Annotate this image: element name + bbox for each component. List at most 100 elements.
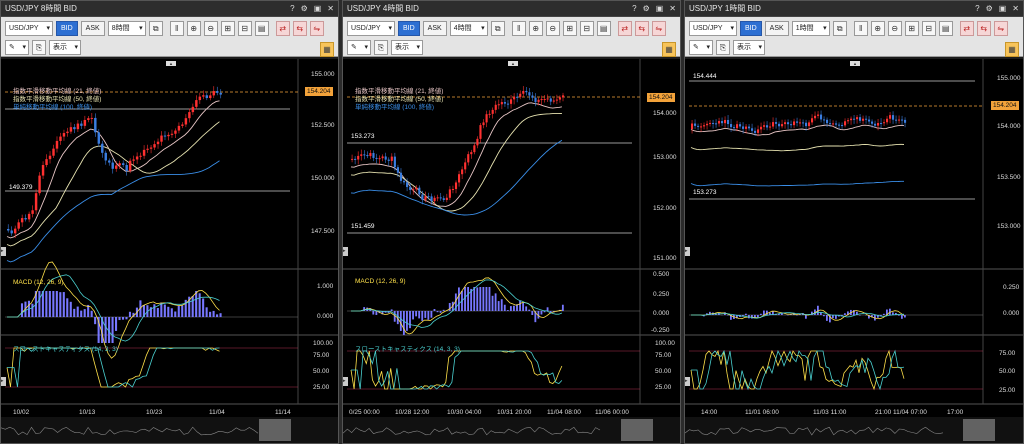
candle-body xyxy=(421,194,424,200)
help-icon[interactable]: ? xyxy=(290,4,295,13)
macd-bar xyxy=(38,291,41,317)
symbol-select[interactable]: USD/JPY xyxy=(689,20,737,36)
order-icon-2[interactable]: ⇆ xyxy=(292,20,307,36)
screenshot-icon[interactable]: ⎘ xyxy=(32,40,46,55)
display-select[interactable]: 表示 xyxy=(49,40,81,55)
collapse-tab-icon[interactable]: ▲ xyxy=(508,61,518,66)
pencil-icon[interactable]: ✎ xyxy=(347,40,371,55)
collapse-tab-icon[interactable]: ▲ xyxy=(166,61,176,66)
order-icon[interactable]: ⇄ xyxy=(617,20,632,36)
bid-button[interactable]: BID xyxy=(740,20,762,36)
order-icon[interactable]: ⇄ xyxy=(959,20,974,36)
layout-icon-1[interactable]: ⊞ xyxy=(904,20,919,36)
gear-icon[interactable]: ⚙ xyxy=(300,4,308,13)
candle-body xyxy=(513,96,516,100)
timeframe-select[interactable]: 4時間 xyxy=(449,20,488,36)
ask-button[interactable]: ASK xyxy=(764,20,789,36)
order-icon-2[interactable]: ⇆ xyxy=(976,20,991,36)
macd-bar xyxy=(742,315,744,317)
close-icon[interactable]: ✕ xyxy=(1012,4,1019,13)
order-icon-3[interactable]: ⇋ xyxy=(309,20,324,36)
macd-bar xyxy=(543,311,546,313)
pencil-icon[interactable]: ✎ xyxy=(5,40,29,55)
layout-icon-2[interactable]: ⊟ xyxy=(237,20,252,36)
candle-body xyxy=(892,115,895,120)
grid-settings-icon[interactable]: ▦ xyxy=(320,42,334,57)
bid-button[interactable]: BID xyxy=(56,20,78,36)
zoom-out-icon[interactable]: ⊖ xyxy=(545,20,560,36)
timeframe-select[interactable]: 8時間 xyxy=(107,20,146,36)
symbol-select[interactable]: USD/JPY xyxy=(347,20,395,36)
zoom-out-icon[interactable]: ⊖ xyxy=(887,20,902,36)
help-icon[interactable]: ? xyxy=(975,4,980,13)
macd-bar xyxy=(467,287,470,311)
zoom-in-icon[interactable]: ⊕ xyxy=(528,20,543,36)
macd-bar xyxy=(409,311,411,329)
side-expand-icon[interactable]: ▸ xyxy=(343,247,348,256)
side-expand-icon[interactable]: ▸ xyxy=(685,247,690,256)
price-tick: 151.000 xyxy=(653,255,677,262)
candle-type-icon[interactable]: ‖ xyxy=(853,20,868,36)
candle-body xyxy=(889,115,892,119)
restore-icon[interactable]: ▣ xyxy=(998,4,1007,13)
timeframe-select[interactable]: 1時間 xyxy=(791,20,830,36)
side-expand-icon[interactable]: ▸ xyxy=(343,377,348,386)
zoom-in-icon[interactable]: ⊕ xyxy=(186,20,201,36)
order-icon[interactable]: ⇄ xyxy=(275,20,290,36)
chart-canvas[interactable] xyxy=(1,59,338,443)
layout-icon-2[interactable]: ⊟ xyxy=(921,20,936,36)
layout-icon-3[interactable]: ▤ xyxy=(938,20,953,36)
chart-area[interactable]: ▲ ▸ ▸ 指数平滑移動平均線 (21, 終値) 指数平滑移動平均線 (50, … xyxy=(343,59,680,443)
zoom-in-icon[interactable]: ⊕ xyxy=(870,20,885,36)
gear-icon[interactable]: ⚙ xyxy=(642,4,650,13)
macd-bar xyxy=(421,311,424,321)
link-icon[interactable]: ⧉ xyxy=(832,20,847,36)
display-select[interactable]: 表示 xyxy=(733,40,765,55)
order-icon-2[interactable]: ⇆ xyxy=(634,20,649,36)
help-icon[interactable]: ? xyxy=(632,4,637,13)
zoom-out-icon[interactable]: ⊖ xyxy=(203,20,218,36)
side-expand-icon[interactable]: ▸ xyxy=(1,377,6,386)
pencil-icon[interactable]: ✎ xyxy=(689,40,713,55)
signal-line xyxy=(351,279,563,328)
side-expand-icon[interactable]: ▸ xyxy=(1,247,6,256)
layout-icon-3[interactable]: ▤ xyxy=(254,20,269,36)
bid-button[interactable]: BID xyxy=(398,20,420,36)
link-icon[interactable]: ⧉ xyxy=(490,20,505,36)
close-icon[interactable]: ✕ xyxy=(669,4,676,13)
chart-area[interactable]: ▲ ▸ ▸ 154.444 153.273 155.000 154.000 15… xyxy=(685,59,1023,443)
order-icon-3[interactable]: ⇋ xyxy=(993,20,1008,36)
macd-bar xyxy=(94,317,97,325)
display-select[interactable]: 表示 xyxy=(391,40,423,55)
ask-button[interactable]: ASK xyxy=(422,20,447,36)
restore-icon[interactable]: ▣ xyxy=(313,4,322,13)
order-icon-3[interactable]: ⇋ xyxy=(651,20,666,36)
candle-body xyxy=(694,123,697,126)
restore-icon[interactable]: ▣ xyxy=(655,4,664,13)
candle-type-icon[interactable]: ‖ xyxy=(169,20,184,36)
layout-icon-3[interactable]: ▤ xyxy=(596,20,611,36)
chart-area[interactable]: ▲ ▸ ▸ 指数平滑移動平均線 (21, 終値) 指数平滑移動平均線 (50, … xyxy=(1,59,338,443)
ema21-line xyxy=(6,100,220,239)
link-icon[interactable]: ⧉ xyxy=(148,20,163,36)
screenshot-icon[interactable]: ⎘ xyxy=(374,40,388,55)
ema50-line xyxy=(350,113,562,212)
gear-icon[interactable]: ⚙ xyxy=(985,4,993,13)
grid-settings-icon[interactable]: ▦ xyxy=(662,42,676,57)
screenshot-icon[interactable]: ⎘ xyxy=(716,40,730,55)
navigator-line xyxy=(343,426,601,436)
time-tick: 11/04 08:00 xyxy=(547,409,581,416)
symbol-select[interactable]: USD/JPY xyxy=(5,20,53,36)
layout-icon-1[interactable]: ⊞ xyxy=(562,20,577,36)
collapse-tab-icon[interactable]: ▲ xyxy=(850,61,860,66)
candle-type-icon[interactable]: ‖ xyxy=(511,20,526,36)
chart-canvas[interactable] xyxy=(343,59,680,443)
close-icon[interactable]: ✕ xyxy=(327,4,334,13)
ask-button[interactable]: ASK xyxy=(80,20,105,36)
grid-settings-icon[interactable]: ▦ xyxy=(1005,42,1019,57)
candle-body xyxy=(115,165,118,169)
layout-icon-2[interactable]: ⊟ xyxy=(579,20,594,36)
chart-canvas[interactable] xyxy=(685,59,1023,443)
layout-icon-1[interactable]: ⊞ xyxy=(220,20,235,36)
side-expand-icon[interactable]: ▸ xyxy=(685,377,690,386)
